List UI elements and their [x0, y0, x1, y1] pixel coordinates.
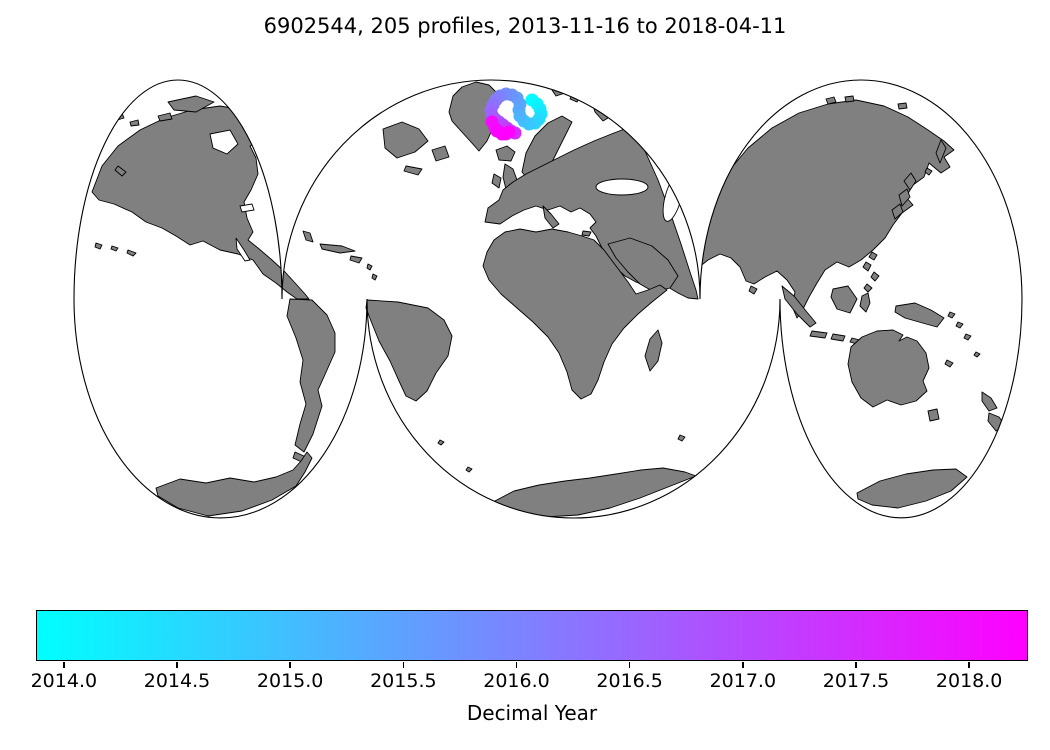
colorbar-tick-label: 2016.5 — [596, 670, 663, 692]
black-sea — [595, 178, 649, 196]
gulf-of-california — [235, 237, 251, 262]
colorbar — [36, 610, 1028, 661]
colorbar-tick — [289, 662, 291, 668]
pacific-islands — [944, 311, 981, 368]
antarctica-middle — [490, 467, 697, 518]
profile-point — [502, 125, 516, 139]
landmass-south-america-west — [286, 298, 336, 453]
southern-ocean-islands — [437, 434, 686, 473]
colorbar-tick — [968, 662, 970, 668]
new-zealand — [981, 391, 1006, 432]
landmasses — [91, 81, 1006, 518]
japan — [891, 172, 917, 220]
sumatra — [781, 285, 817, 328]
sri-lanka — [748, 285, 758, 295]
siberian-arctic-islands — [825, 95, 908, 110]
colorbar-tick-label: 2015.5 — [370, 670, 437, 692]
colorbar-tick-label: 2014.0 — [30, 670, 98, 692]
florida — [302, 230, 314, 243]
taiwan-philippines — [862, 251, 880, 293]
iceland — [495, 145, 516, 162]
new-guinea — [894, 302, 945, 328]
caribbean-islands — [319, 243, 378, 281]
landmass-asia — [697, 99, 955, 319]
madagascar — [644, 329, 663, 372]
tasmania — [927, 408, 940, 422]
colorbar-tick — [176, 662, 178, 668]
landmass-australia — [847, 329, 930, 408]
colorbar-tick-label: 2016.0 — [483, 670, 550, 692]
profile-scatter-points — [484, 87, 548, 141]
sulawesi — [859, 292, 871, 313]
colorbar-tick — [742, 662, 744, 668]
colorbar-tick-label: 2015.0 — [256, 670, 324, 692]
colorbar-tick-label: 2018.0 — [935, 670, 1003, 692]
world-map — [73, 79, 1023, 519]
hawaii — [94, 242, 137, 257]
crete — [581, 230, 592, 237]
colorbar-tick-label: 2017.5 — [822, 670, 890, 692]
great-lakes — [239, 203, 255, 213]
projection-outline — [73, 79, 1023, 519]
landmass-south-america-east — [365, 299, 453, 402]
plot-title: 6902544, 205 profiles, 2013-11-16 to 201… — [263, 14, 787, 38]
colorbar-tick — [63, 662, 65, 668]
landmass-africa — [482, 228, 668, 400]
colorbar-tick-label: 2014.5 — [143, 670, 211, 692]
java — [809, 330, 861, 345]
antarctica-west — [155, 451, 313, 517]
antarctica-east — [856, 468, 968, 509]
borneo — [830, 285, 858, 314]
colorbar-tick — [515, 662, 518, 668]
arabia — [607, 237, 679, 293]
colorbar-tick-label: 2017.0 — [709, 670, 777, 692]
colorbar-ticks: 2014.0 2014.5 2015.0 2015.5 2016.0 2016.5 2017… — [31, 661, 1028, 701]
colorbar-tick — [402, 662, 405, 668]
hudson-bay — [209, 129, 239, 155]
colorbar-tick — [855, 662, 857, 668]
colorbar-tick — [628, 662, 631, 668]
sakhalin-kuril — [924, 139, 947, 176]
landmass-north-america — [91, 105, 310, 300]
baffin-islands — [382, 121, 450, 176]
colorbar-axis-label: Decimal Year — [466, 701, 598, 725]
